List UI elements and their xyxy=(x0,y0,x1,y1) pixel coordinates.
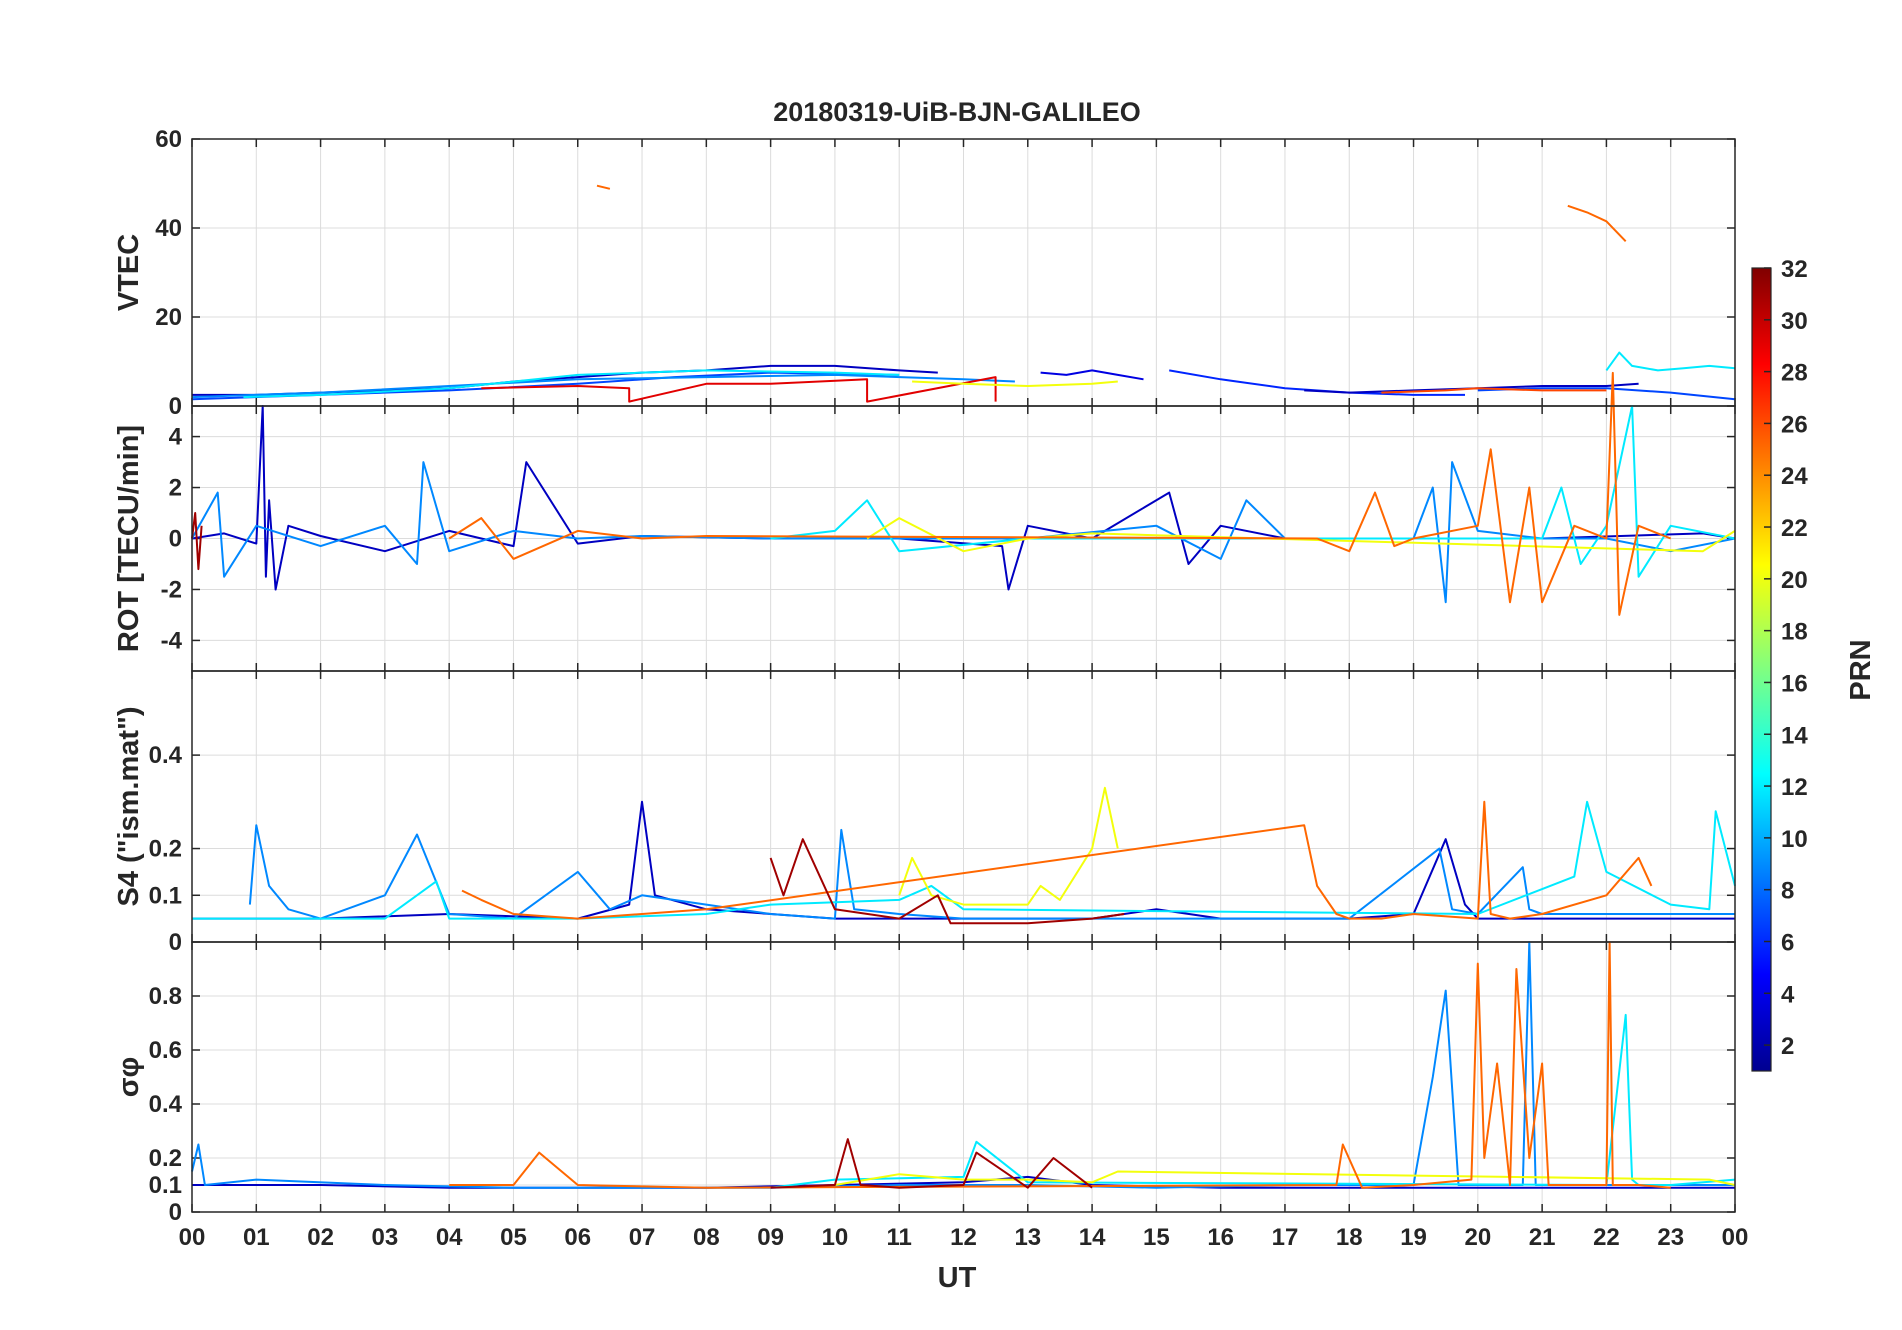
x-tick-label: 00 xyxy=(1722,1224,1749,1251)
panel-rot: -4 -2 0 2 4 ROT [TECU/min] xyxy=(113,371,1736,672)
y-axis-label: S4 ("ism.mat") xyxy=(113,707,145,907)
x-axis-label: UT xyxy=(938,1262,977,1294)
x-tick-label: 05 xyxy=(500,1224,527,1251)
colorbar-tick-label: 22 xyxy=(1781,515,1808,542)
y-tick-label: 0 xyxy=(169,929,182,956)
panel-vtec: 0 20 40 60 VTEC xyxy=(113,126,1736,420)
series-line-prn-26 xyxy=(1381,387,1607,394)
x-tick-label: 09 xyxy=(757,1224,784,1251)
y-tick-label: 0.2 xyxy=(149,836,182,863)
colorbar-tick-label: 18 xyxy=(1781,619,1808,646)
series-line-prn-29 xyxy=(481,376,997,403)
chart-title: 20180319-UiB-BJN-GALILEO xyxy=(773,97,1141,127)
series-line-prn-31 xyxy=(769,838,1125,925)
colorbar-tick-label: 8 xyxy=(1781,878,1794,905)
series-line-prn-20 xyxy=(898,786,1119,906)
x-tick-label: 19 xyxy=(1400,1224,1427,1251)
y-tick-label: 0.2 xyxy=(149,1145,182,1172)
x-tick-label: 08 xyxy=(693,1224,720,1251)
y-axis-label: VTEC xyxy=(113,234,145,311)
y-tick-label: -2 xyxy=(161,576,182,603)
y-tick-label: 40 xyxy=(155,215,182,242)
x-tick-label: 23 xyxy=(1657,1224,1684,1251)
series-line-prn-25 xyxy=(461,800,1653,920)
y-tick-label: 0.8 xyxy=(149,983,182,1010)
series-line-prn-31 xyxy=(770,1138,1093,1189)
y-tick-label: 4 xyxy=(169,424,183,451)
y-tick-label: 0.1 xyxy=(149,1172,182,1199)
colorbar-tick-label: 24 xyxy=(1781,463,1808,490)
series-line-prn-12 xyxy=(192,800,1736,920)
x-tick-label: 22 xyxy=(1593,1224,1620,1251)
x-tick-label: 06 xyxy=(564,1224,591,1251)
x-tick-label: 00 xyxy=(179,1224,206,1251)
y-tick-label: 0.1 xyxy=(149,882,182,909)
y-tick-label: 60 xyxy=(155,126,182,153)
y-tick-label: 0.4 xyxy=(149,1091,183,1118)
colorbar-tick-label: 12 xyxy=(1781,774,1808,801)
series-line-prn-25 xyxy=(596,184,611,190)
series-line-prn-12 xyxy=(1605,351,1736,372)
x-tick-label: 10 xyxy=(822,1224,849,1251)
series-line-prn-4 xyxy=(1040,369,1144,381)
panel-s4: 0 0.1 0.2 0.4S4 ("ism.mat") xyxy=(113,670,1736,956)
x-tick-label: 01 xyxy=(243,1224,270,1251)
colorbar-tick-label: 20 xyxy=(1781,567,1808,594)
y-axis-label: ROT [TECU/min] xyxy=(113,425,145,652)
series-line-prn-9 xyxy=(191,461,1736,604)
x-tick-label: 15 xyxy=(1143,1224,1170,1251)
y-axis-label: σφ xyxy=(113,1057,145,1098)
series-line-prn-12 xyxy=(243,369,900,399)
colorbar-tick-label: 10 xyxy=(1781,826,1808,853)
y-tick-label: 0 xyxy=(169,526,182,553)
x-tick-label: 16 xyxy=(1207,1224,1234,1251)
y-tick-label: 0.4 xyxy=(149,742,183,769)
x-tick-label: 21 xyxy=(1529,1224,1556,1251)
colorbar-tick-label: 2 xyxy=(1781,1033,1794,1060)
x-tick-label: 02 xyxy=(307,1224,334,1251)
series-line-prn-9 xyxy=(248,824,1735,920)
y-tick-label: -4 xyxy=(161,627,183,654)
series-line-prn-20 xyxy=(834,1170,1736,1186)
colorbar-tick-label: 16 xyxy=(1781,670,1808,697)
y-tick-label: 0 xyxy=(169,1199,182,1226)
x-tick-label: 20 xyxy=(1464,1224,1491,1251)
x-tick-label: 12 xyxy=(950,1224,977,1251)
colorbar-tick-label: 30 xyxy=(1781,308,1808,335)
series-line-prn-20 xyxy=(866,517,1736,553)
series-line-prn-25 xyxy=(1567,204,1627,242)
y-tick-label: 0.6 xyxy=(149,1037,182,1064)
y-tick-label: 0 xyxy=(169,393,182,420)
y-tick-label: 2 xyxy=(169,475,182,502)
x-tick-label: 04 xyxy=(436,1224,463,1251)
series-line-prn-12 xyxy=(770,1013,1736,1189)
x-tick-label: 11 xyxy=(887,1224,912,1251)
series-line-prn-9 xyxy=(191,373,1015,399)
colorbar-tick-label: 4 xyxy=(1781,981,1795,1008)
x-tick-label: 03 xyxy=(372,1224,399,1251)
panel-frame xyxy=(191,941,1736,1213)
colorbar-tick-label: 6 xyxy=(1781,929,1794,956)
x-tick-label: 17 xyxy=(1272,1224,1299,1251)
colorbar-tick-label: 28 xyxy=(1781,360,1808,387)
x-tick-label: 07 xyxy=(629,1224,656,1251)
series-line-prn-25 xyxy=(448,371,1672,616)
series-line-prn-20 xyxy=(912,380,1118,387)
series-line-prn-31 xyxy=(191,512,203,571)
colorbar-tick-label: 26 xyxy=(1781,411,1808,438)
x-tick-label: 14 xyxy=(1079,1224,1106,1251)
colorbar-gradient xyxy=(1751,267,1772,1072)
panel-sigma_phi: 00.10.2 0.4 0.6 0.8 σφ xyxy=(113,941,1736,1226)
colorbar-tick-label: 14 xyxy=(1781,722,1808,749)
colorbar-label: PRN xyxy=(1845,639,1877,700)
x-tick-label: 18 xyxy=(1336,1224,1363,1251)
x-tick-label: 13 xyxy=(1014,1224,1041,1251)
series-line-prn-12 xyxy=(770,405,1736,578)
series-line-prn-25 xyxy=(449,941,1671,1189)
colorbar-tick-label: 32 xyxy=(1781,256,1808,283)
y-tick-label: 20 xyxy=(155,304,182,331)
